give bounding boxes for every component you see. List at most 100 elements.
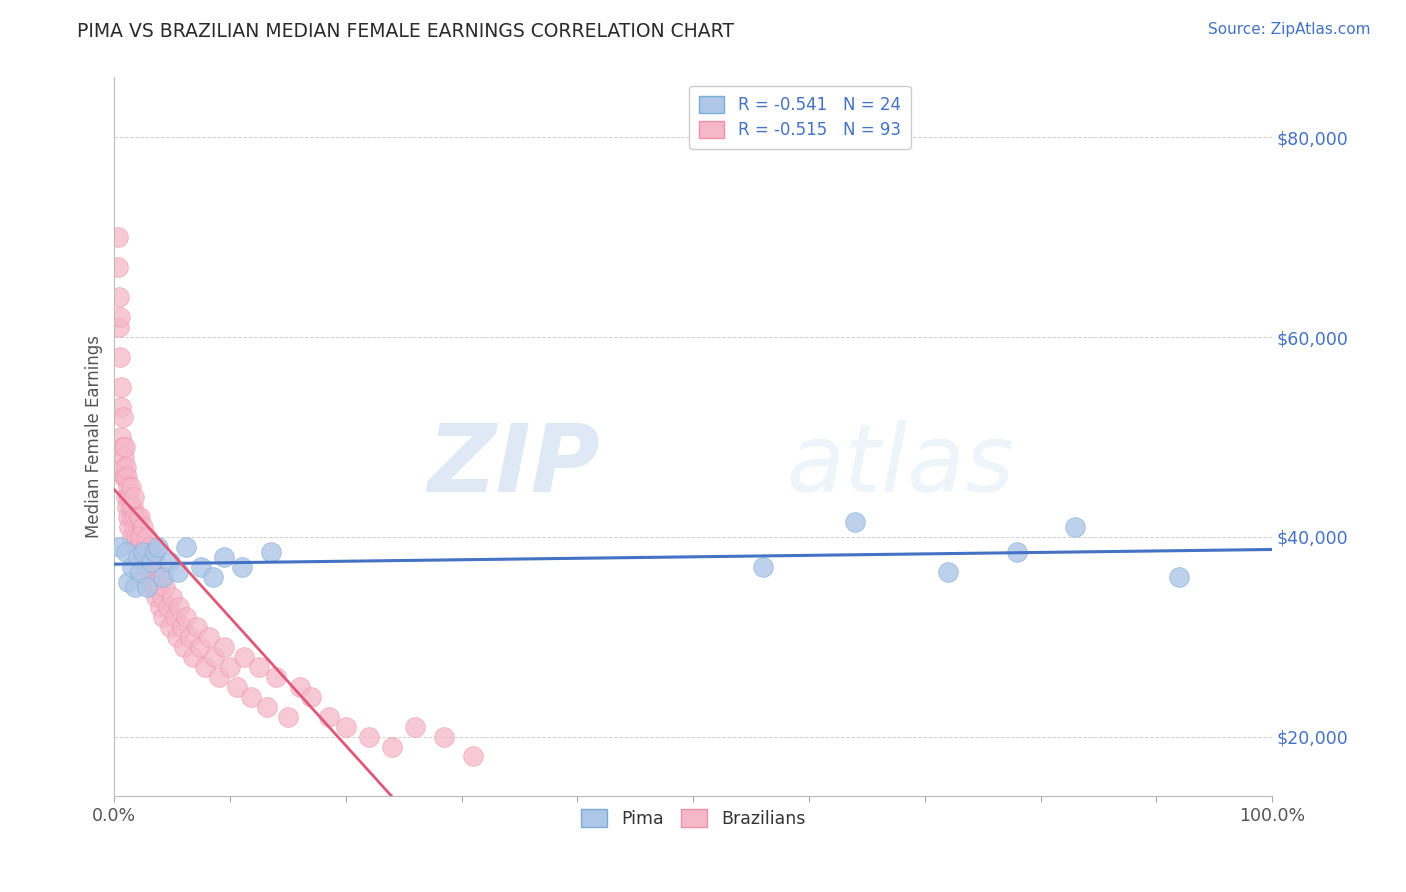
Point <box>108 320 131 334</box>
Point <box>138 570 160 584</box>
Text: Source: ZipAtlas.com: Source: ZipAtlas.com <box>1208 22 1371 37</box>
Point <box>127 509 149 524</box>
Point <box>219 659 242 673</box>
Point <box>120 480 142 494</box>
Point <box>335 719 357 733</box>
Point <box>148 599 170 614</box>
Point <box>198 630 221 644</box>
Point <box>163 609 186 624</box>
Point <box>751 559 773 574</box>
Point <box>233 649 256 664</box>
Point <box>135 530 157 544</box>
Point <box>167 599 190 614</box>
Point <box>404 719 426 733</box>
Point <box>118 520 141 534</box>
Point <box>148 580 170 594</box>
Point <box>115 545 138 559</box>
Point <box>112 470 135 484</box>
Point <box>231 559 253 574</box>
Point <box>181 649 204 664</box>
Point <box>131 549 153 564</box>
Point <box>143 570 166 584</box>
Point <box>122 500 145 514</box>
Point <box>128 530 150 544</box>
Point <box>844 515 866 529</box>
Point <box>115 500 138 514</box>
Text: atlas: atlas <box>786 420 1014 511</box>
Point <box>139 540 162 554</box>
Point <box>162 590 184 604</box>
Point <box>114 440 136 454</box>
Point <box>132 545 155 559</box>
Point <box>142 580 165 594</box>
Point <box>141 555 163 569</box>
Point <box>111 459 134 474</box>
Point <box>359 730 381 744</box>
Point <box>170 620 193 634</box>
Point <box>247 659 270 673</box>
Point <box>207 670 229 684</box>
Point <box>122 520 145 534</box>
Point <box>108 290 131 304</box>
Point <box>179 630 201 644</box>
Point <box>214 549 236 564</box>
Point <box>107 260 129 275</box>
Point <box>201 570 224 584</box>
Point <box>1064 520 1087 534</box>
Point <box>152 609 174 624</box>
Point <box>110 430 132 444</box>
Point <box>142 549 165 564</box>
Point <box>318 709 340 723</box>
Point <box>111 409 134 424</box>
Point <box>256 699 278 714</box>
Point <box>128 565 150 579</box>
Point <box>277 709 299 723</box>
Point <box>1007 545 1029 559</box>
Point <box>114 470 136 484</box>
Point <box>1168 570 1191 584</box>
Point <box>150 590 173 604</box>
Point <box>167 565 190 579</box>
Point <box>152 570 174 584</box>
Point <box>136 549 159 564</box>
Point <box>936 565 959 579</box>
Point <box>127 549 149 564</box>
Point <box>226 680 249 694</box>
Point <box>110 400 132 414</box>
Point <box>260 545 283 559</box>
Point <box>145 590 167 604</box>
Point <box>159 620 181 634</box>
Point <box>194 659 217 673</box>
Point <box>190 559 212 574</box>
Point <box>166 630 188 644</box>
Point <box>128 509 150 524</box>
Point <box>110 380 132 394</box>
Point <box>121 530 143 544</box>
Point <box>202 649 225 664</box>
Point <box>214 640 236 654</box>
Point <box>115 490 138 504</box>
Point <box>141 559 163 574</box>
Point <box>108 350 131 364</box>
Point <box>173 640 195 654</box>
Point <box>381 739 404 754</box>
Point <box>111 440 134 454</box>
Point <box>115 470 138 484</box>
Point <box>121 509 143 524</box>
Point <box>117 574 139 589</box>
Point <box>143 545 166 559</box>
Point <box>266 670 288 684</box>
Text: ZIP: ZIP <box>427 420 600 512</box>
Point <box>120 500 142 514</box>
Point <box>433 730 456 744</box>
Point <box>149 570 172 584</box>
Point <box>108 310 131 324</box>
Point <box>117 480 139 494</box>
Point <box>122 490 145 504</box>
Point <box>240 690 263 704</box>
Point <box>121 559 143 574</box>
Point <box>117 509 139 524</box>
Point <box>124 509 146 524</box>
Point <box>159 555 181 569</box>
Point <box>186 620 208 634</box>
